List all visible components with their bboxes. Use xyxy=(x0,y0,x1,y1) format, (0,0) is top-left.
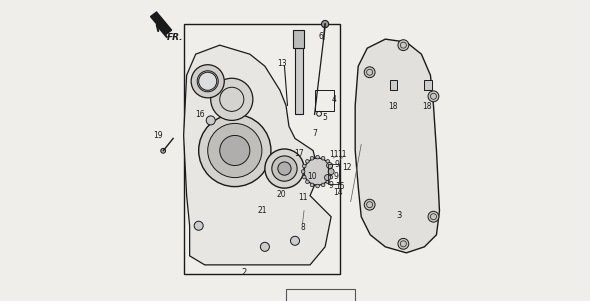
Circle shape xyxy=(428,91,439,102)
Circle shape xyxy=(322,20,329,28)
Circle shape xyxy=(301,170,305,173)
Circle shape xyxy=(219,135,250,166)
Text: 18: 18 xyxy=(388,102,398,111)
Text: 3: 3 xyxy=(396,211,402,220)
Circle shape xyxy=(206,116,215,125)
Polygon shape xyxy=(355,39,440,253)
Text: 17: 17 xyxy=(294,149,303,158)
Circle shape xyxy=(329,175,333,179)
Circle shape xyxy=(326,160,330,163)
Text: 11: 11 xyxy=(329,150,339,159)
Circle shape xyxy=(160,148,166,153)
Text: 18: 18 xyxy=(422,102,432,111)
Text: 12: 12 xyxy=(342,163,352,172)
Circle shape xyxy=(316,184,319,188)
Circle shape xyxy=(199,72,217,90)
Circle shape xyxy=(306,180,309,184)
Bar xyxy=(328,164,339,184)
Text: 21: 21 xyxy=(257,206,267,215)
Circle shape xyxy=(306,160,309,163)
Bar xyxy=(424,80,432,90)
Circle shape xyxy=(211,78,253,120)
Circle shape xyxy=(398,238,409,249)
Text: 20: 20 xyxy=(277,190,286,199)
Circle shape xyxy=(322,157,325,160)
Circle shape xyxy=(197,71,218,92)
Circle shape xyxy=(303,175,306,179)
Bar xyxy=(295,48,303,114)
Circle shape xyxy=(322,183,325,187)
Text: 2: 2 xyxy=(241,268,247,277)
Polygon shape xyxy=(183,45,331,265)
Text: 6: 6 xyxy=(318,32,323,41)
Bar xyxy=(293,30,304,48)
Text: 14: 14 xyxy=(333,188,343,197)
Bar xyxy=(390,80,397,90)
Text: 16: 16 xyxy=(195,110,205,119)
Circle shape xyxy=(327,163,333,169)
Text: 5: 5 xyxy=(322,113,327,123)
Circle shape xyxy=(194,221,203,230)
Circle shape xyxy=(260,242,270,251)
Text: 4: 4 xyxy=(332,95,336,104)
Polygon shape xyxy=(150,12,172,35)
Circle shape xyxy=(290,236,300,245)
Circle shape xyxy=(364,67,375,78)
Circle shape xyxy=(324,175,330,181)
Text: 19: 19 xyxy=(153,131,163,140)
Circle shape xyxy=(265,149,304,188)
Bar xyxy=(314,90,334,111)
Circle shape xyxy=(191,65,224,98)
Text: 11: 11 xyxy=(299,193,308,202)
Text: 9: 9 xyxy=(328,181,333,190)
Text: 7: 7 xyxy=(312,129,317,138)
Circle shape xyxy=(364,199,375,210)
Text: 9: 9 xyxy=(335,160,340,169)
Text: FR.: FR. xyxy=(167,33,183,42)
Bar xyxy=(286,289,355,301)
Circle shape xyxy=(428,211,439,222)
Circle shape xyxy=(278,162,291,175)
Text: 15: 15 xyxy=(335,182,345,191)
Bar xyxy=(183,24,340,274)
Circle shape xyxy=(329,164,333,168)
Text: 11: 11 xyxy=(337,150,346,159)
Circle shape xyxy=(199,114,271,187)
Text: 9: 9 xyxy=(333,172,338,181)
Circle shape xyxy=(316,155,319,159)
Circle shape xyxy=(326,180,330,184)
Text: 13: 13 xyxy=(277,59,287,68)
Circle shape xyxy=(304,158,331,185)
Circle shape xyxy=(208,123,262,178)
Circle shape xyxy=(310,183,314,187)
Text: 8: 8 xyxy=(300,223,305,232)
Circle shape xyxy=(272,156,297,181)
Text: 10: 10 xyxy=(307,172,317,181)
Circle shape xyxy=(398,40,409,51)
Circle shape xyxy=(303,164,306,168)
Circle shape xyxy=(310,157,314,160)
Circle shape xyxy=(330,170,334,173)
Circle shape xyxy=(328,169,334,175)
